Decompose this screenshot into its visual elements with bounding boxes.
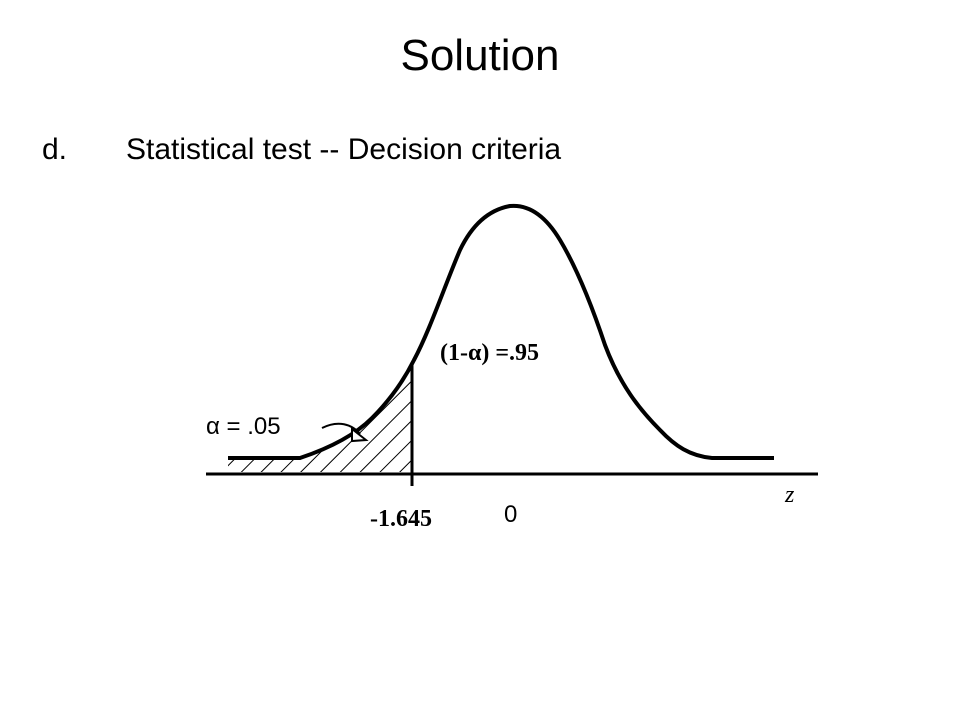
bullet-text: Statistical test -- Decision criteria (126, 133, 562, 166)
bullet-marker: d. (42, 133, 68, 166)
normal-curve (228, 203, 774, 460)
alpha-pointer (321, 422, 369, 443)
z-axis-label: z (784, 482, 795, 508)
critical-value-label: -1.645 (370, 506, 432, 532)
bullet-item: d. Statistical test -- Decision criteria (42, 130, 561, 170)
mean-label: 0 (504, 501, 517, 528)
slide-title: Solution (400, 31, 560, 80)
alpha-label: α = .05 (206, 413, 281, 440)
confidence-label: (1-α) =.95 (440, 340, 539, 366)
